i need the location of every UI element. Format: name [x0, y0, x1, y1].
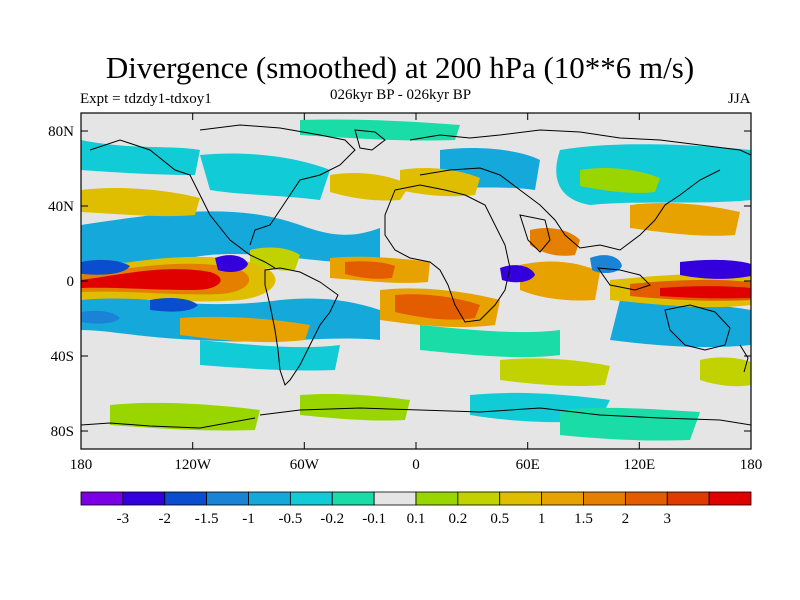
lat-label: 80S [51, 424, 74, 440]
colorbar-label: 1.5 [574, 511, 593, 527]
colorbar-swatch [708, 491, 752, 506]
lon-label: 60E [516, 457, 540, 473]
latitude-labels: 80N 40N 0 40S 80S [48, 124, 74, 440]
colorbar-swatch [457, 491, 501, 506]
lon-label: 180 [70, 457, 93, 473]
colorbar-label: 0.1 [407, 511, 426, 527]
colorbar-label: -1 [242, 511, 255, 527]
colorbar-swatch [373, 491, 417, 506]
colorbar-swatch [122, 491, 166, 506]
lon-label: 180 [740, 457, 763, 473]
longitude-labels: 180 120W 60W 0 60E 120E 180 [70, 457, 763, 473]
colorbar-label: -2 [159, 511, 172, 527]
lat-label: 0 [67, 274, 75, 290]
colorbar-swatch [164, 491, 208, 506]
divergence-field [81, 113, 751, 449]
colorbar-label: -3 [117, 511, 130, 527]
colorbar-swatch [541, 491, 584, 506]
coastlines [81, 124, 751, 429]
colorbar-swatch [248, 491, 291, 506]
colorbar-label: -0.1 [362, 511, 386, 527]
colorbar-swatch [583, 491, 626, 506]
colorbar-swatch [206, 491, 249, 506]
lat-label: 80N [48, 124, 74, 140]
lon-label: 60W [290, 457, 320, 473]
colorbar-swatch [415, 491, 459, 506]
colorbar-label: 2 [622, 511, 630, 527]
lon-label: 120W [174, 457, 212, 473]
colorbar-label: 3 [664, 511, 672, 527]
colorbar-swatch [499, 491, 543, 506]
colorbar-swatch [331, 491, 375, 506]
season-label: JJA [728, 91, 751, 107]
colorbar: -3 -2 -1.5 -1 -0.5 -0.2 -0.1 0.1 0.2 0.5 1 1.5 2 3 [80, 491, 752, 527]
lon-label: 120E [623, 457, 655, 473]
colorbar-swatch [80, 491, 124, 506]
period-label: 026kyr BP - 026kyr BP [330, 87, 472, 103]
colorbar-swatch [289, 491, 333, 506]
colorbar-label: -0.5 [279, 511, 303, 527]
colorbar-swatch [666, 491, 710, 506]
colorbar-label: 0.5 [490, 511, 509, 527]
colorbar-swatch [624, 491, 668, 506]
experiment-label: Expt = tdzdy1-tdxoy1 [80, 91, 212, 107]
colorbar-label: -1.5 [195, 511, 219, 527]
colorbar-label: -0.2 [320, 511, 344, 527]
lon-label: 0 [412, 457, 420, 473]
axis-ticks [81, 113, 751, 449]
lat-label: 40N [48, 199, 74, 215]
lat-label: 40S [51, 349, 74, 365]
colorbar-label: 0.2 [449, 511, 468, 527]
plot-title: Divergence (smoothed) at 200 hPa (10**6 … [105, 50, 695, 85]
colorbar-label: 1 [538, 511, 546, 527]
